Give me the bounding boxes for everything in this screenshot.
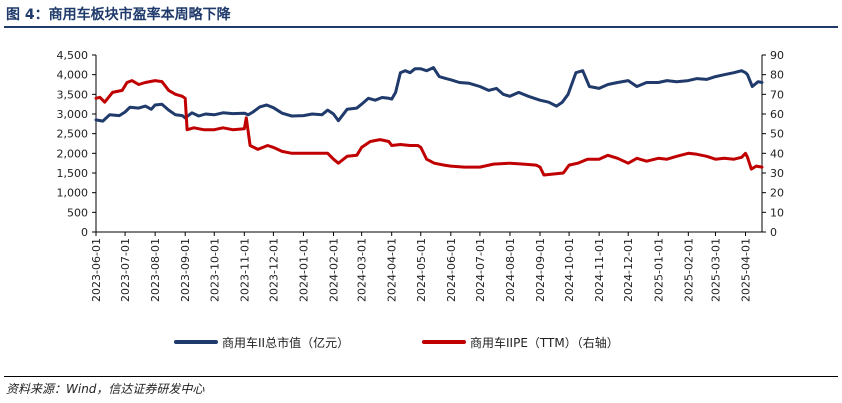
legend-label: 商用车IIPE（TTM）（右轴）: [470, 335, 619, 350]
right-tick-label: 60: [770, 108, 784, 121]
x-tick-label: 2023-11-01: [238, 238, 251, 302]
x-tick-label: 2025-02-01: [682, 238, 695, 302]
series-pe-line: [94, 79, 764, 177]
x-tick-label: 2024-08-01: [504, 238, 517, 302]
right-tick-label: 40: [770, 147, 784, 160]
right-tick-label: 80: [770, 69, 784, 82]
series-market-cap-line: [94, 66, 764, 123]
left-tick-label: 4,000: [57, 69, 89, 82]
left-tick-label: 4,500: [57, 49, 89, 62]
x-tick-label: 2024-11-01: [593, 238, 606, 302]
x-tick-label: 2024-12-01: [622, 238, 635, 302]
legend-label: 商用车II总市值（亿元）: [222, 335, 349, 350]
line-chart: 05001,0001,5002,0002,5003,0003,5004,0004…: [57, 49, 785, 350]
left-tick-label: 1,000: [57, 187, 89, 200]
right-tick-label: 70: [770, 88, 784, 101]
right-tick-label: 0: [770, 226, 777, 239]
x-tick-label: 2024-01-01: [297, 238, 310, 302]
left-tick-label: 1,500: [57, 167, 89, 180]
x-tick-label: 2023-12-01: [267, 238, 280, 302]
x-tick-label: 2024-10-01: [563, 238, 576, 302]
right-tick-label: 20: [770, 187, 784, 200]
x-tick-label: 2024-04-01: [386, 238, 399, 302]
right-tick-label: 10: [770, 206, 784, 219]
right-tick-label: 30: [770, 167, 784, 180]
left-tick-label: 500: [67, 206, 88, 219]
left-tick-label: 2,000: [57, 147, 89, 160]
x-tick-label: 2023-10-01: [208, 238, 221, 302]
source-divider: [4, 376, 838, 377]
x-tick-label: 2024-03-01: [356, 238, 369, 302]
x-tick-label: 2025-01-01: [652, 238, 665, 302]
x-tick-label: 2023-09-01: [179, 238, 192, 302]
source-note: 资料来源：Wind，信达证券研发中心: [6, 382, 205, 396]
x-tick-label: 2025-03-01: [709, 238, 722, 302]
right-tick-label: 90: [770, 49, 784, 62]
x-tick-label: 2024-05-01: [415, 238, 428, 302]
left-tick-label: 3,000: [57, 108, 89, 121]
left-tick-label: 3,500: [57, 88, 89, 101]
x-tick-label: 2023-08-01: [149, 238, 162, 302]
right-tick-label: 50: [770, 128, 784, 141]
chart-title: 图 4：商用车板块市盈率本周略下降: [6, 7, 231, 23]
left-tick-label: 2,500: [57, 128, 89, 141]
x-tick-label: 2024-02-01: [328, 238, 341, 302]
x-tick-label: 2023-07-01: [119, 238, 132, 302]
x-tick-label: 2024-06-01: [445, 238, 458, 302]
x-tick-label: 2024-07-01: [474, 238, 487, 302]
x-tick-label: 2025-04-01: [740, 238, 753, 302]
left-tick-label: 0: [81, 226, 88, 239]
x-tick-label: 2024-09-01: [534, 238, 547, 302]
title-divider: [4, 26, 838, 28]
x-tick-label: 2023-06-01: [90, 238, 103, 302]
